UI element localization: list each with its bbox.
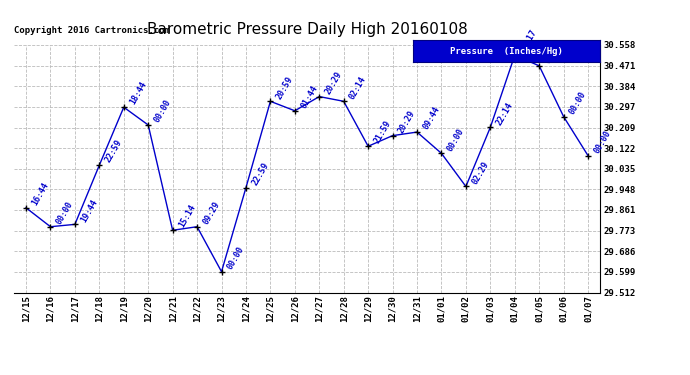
Text: 20:29: 20:29	[397, 109, 417, 135]
Text: Copyright 2016 Cartronics.com: Copyright 2016 Cartronics.com	[14, 26, 170, 35]
Text: 02:14: 02:14	[348, 74, 368, 100]
Text: 22:14: 22:14	[495, 100, 515, 127]
Text: 21:59: 21:59	[373, 119, 393, 146]
Text: 00:00: 00:00	[446, 126, 466, 153]
Text: 18:44: 18:44	[128, 80, 148, 106]
Text: 20:17: 20:17	[519, 28, 539, 54]
Text: 20:59: 20:59	[275, 74, 295, 100]
Text: 02:29: 02:29	[470, 160, 491, 186]
Text: 15:14: 15:14	[177, 203, 197, 229]
Text: 22:59: 22:59	[104, 138, 124, 164]
Text: 00:00: 00:00	[226, 245, 246, 271]
Text: 09:29: 09:29	[201, 200, 221, 226]
Text: 22:59: 22:59	[250, 161, 270, 187]
Text: 00:00: 00:00	[152, 98, 172, 124]
Text: 20:29: 20:29	[324, 70, 344, 96]
Text: 07:14: 07:14	[543, 39, 564, 65]
Title: Barometric Pressure Daily High 20160108: Barometric Pressure Daily High 20160108	[147, 22, 467, 38]
Text: 19:44: 19:44	[79, 197, 99, 223]
Text: 09:44: 09:44	[421, 105, 442, 131]
Text: 00:00: 00:00	[568, 90, 588, 116]
Text: 16:44: 16:44	[30, 181, 50, 207]
Text: 01:44: 01:44	[299, 84, 319, 110]
Text: 00:00: 00:00	[592, 129, 613, 155]
Text: 00:00: 00:00	[55, 200, 75, 226]
